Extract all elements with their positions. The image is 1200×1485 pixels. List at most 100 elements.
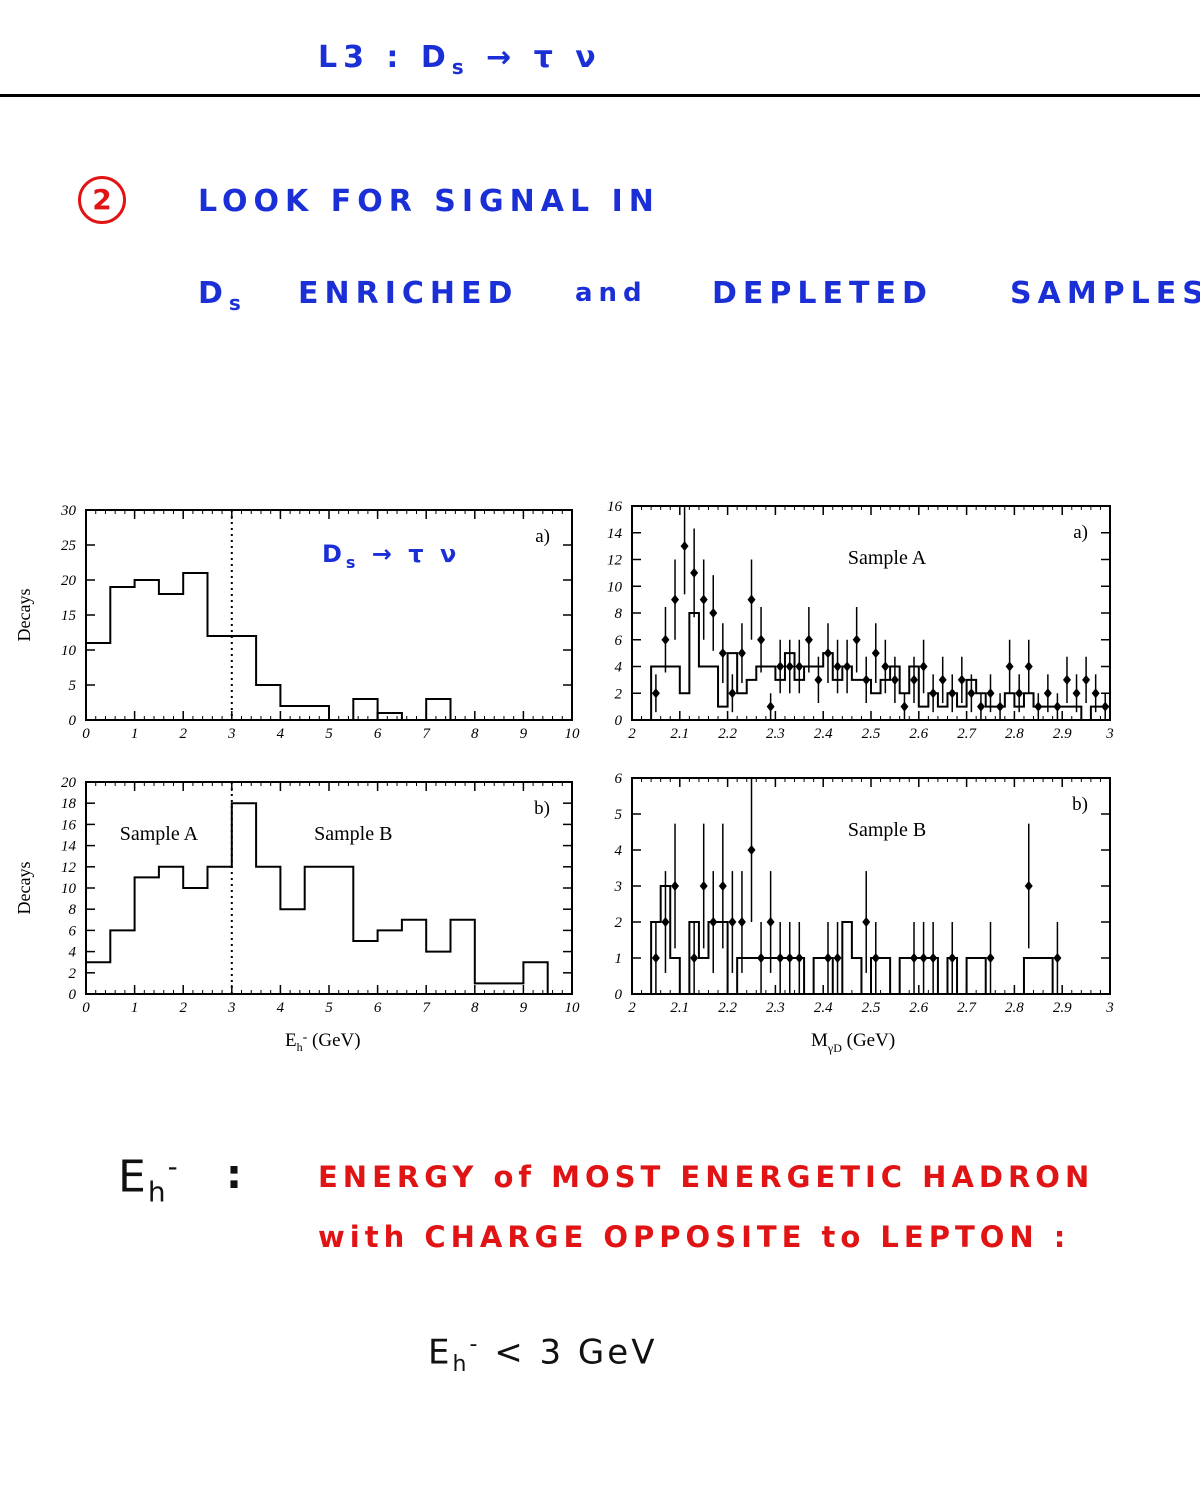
right-a-data-point	[852, 634, 861, 645]
right-b-ytick-label: 5	[615, 807, 623, 823]
right-a-xtick-label: 2.3	[766, 726, 785, 742]
step-line-2-ds: Ds	[198, 276, 247, 315]
left-b-xtick-label: 10	[565, 1000, 581, 1016]
right-b-panel-label: b)	[1072, 794, 1088, 815]
right-b-data-point	[929, 953, 938, 963]
left-b-ytick-label: 2	[69, 966, 77, 982]
right-a-data-point	[938, 674, 947, 685]
left-a-xtick-label: 6	[374, 726, 382, 742]
left-a-ylabel: Decays	[14, 589, 34, 642]
left-b-xtick-label: 9	[520, 1000, 528, 1016]
right-b-data-point	[776, 953, 785, 963]
right-a-panel-label: a)	[1073, 522, 1088, 543]
left-a-ytick-label: 5	[69, 678, 77, 694]
right-a-data-point	[776, 661, 785, 672]
left-b-ytick-label: 16	[61, 817, 77, 833]
left-a-histogram-bin	[376, 712, 403, 720]
right-a-data-point	[699, 594, 708, 605]
left-b-ytick-label: 6	[69, 923, 77, 939]
right-a-ytick-label: 12	[607, 553, 623, 569]
step-number-badge: 2	[78, 176, 126, 224]
left-b-ytick-label: 10	[61, 881, 77, 897]
left-a-panel-label: a)	[535, 526, 550, 547]
left-a-histogram-bin	[352, 698, 379, 720]
right-a-data-point	[718, 648, 727, 659]
left-a-xtick-label: 8	[471, 726, 479, 742]
right-a-ytick-label: 6	[615, 633, 623, 649]
right-b-data-point	[737, 917, 746, 927]
right-b-data-point	[661, 917, 670, 927]
page-title: L3 : Ds → τ ν	[318, 40, 602, 79]
right-a-data-point	[881, 661, 890, 672]
left-b-xtick-label: 2	[179, 1000, 187, 1016]
right-a-data-point	[957, 674, 966, 685]
right-b-xtick-label: 2.3	[766, 1000, 785, 1016]
left-b-ytick-label: 0	[69, 987, 77, 1003]
left-a-ytick-label: 25	[61, 538, 77, 554]
right-a-xtick-label: 2.4	[814, 726, 833, 742]
right-a-data-point	[843, 661, 852, 672]
left-a-ytick-label: 0	[69, 713, 77, 729]
right-b-data-point	[766, 917, 775, 927]
right-a-data-point	[1043, 688, 1052, 699]
right-a-xtick-label: 2.1	[670, 726, 689, 742]
step-line-2-samples: SAMPLES:	[1010, 276, 1200, 311]
left-b-xtick-label: 0	[82, 1000, 90, 1016]
right-a-data-point	[823, 648, 832, 659]
right-b-data-point	[795, 953, 804, 963]
right-a-data-point	[737, 648, 746, 659]
right-b-ytick-label: 3	[614, 879, 623, 895]
left-b-histogram-line	[85, 802, 572, 995]
right-a-xtick-label: 2.8	[1005, 726, 1024, 742]
left-b-xtick-label: 4	[277, 1000, 285, 1016]
right-a-ytick-label: 4	[615, 660, 623, 676]
decay-annotation: Ds → τ ν	[322, 540, 460, 572]
right-a-xtick-label: 2.6	[909, 726, 928, 742]
definition-colon: :	[226, 1152, 248, 1198]
right-a-data-point	[986, 688, 995, 699]
left-b-ytick-label: 12	[61, 860, 77, 876]
right-b-data-point	[671, 881, 680, 891]
right-b-xtick-label: 2.7	[957, 1000, 977, 1016]
right-a-data-point	[804, 634, 813, 645]
step-number: 2	[92, 183, 112, 216]
right-b-data-point	[728, 917, 737, 927]
left-a-xtick-label: 0	[82, 726, 90, 742]
right-a-ytick-label: 14	[607, 526, 623, 542]
left-a-ytick-label: 10	[61, 643, 77, 659]
right-b-data-point	[871, 953, 880, 963]
left-a-xtick-label: 4	[277, 726, 285, 742]
right-b-xtick-label: 3	[1105, 1000, 1114, 1016]
right-a-xtick-label: 3	[1105, 726, 1114, 742]
right-a-xtick-label: 2.7	[957, 726, 977, 742]
step-line-2-depleted: DEPLETED	[712, 276, 933, 311]
right-a-data-point	[795, 661, 804, 672]
definition-line-2: with CHARGE OPPOSITE to LEPTON :	[318, 1220, 1071, 1254]
left-b-panel-label: b)	[534, 798, 550, 819]
right-a-data-point	[661, 634, 670, 645]
left-b-xtick-label: 7	[422, 1000, 431, 1016]
right-a-data-point	[1034, 701, 1043, 712]
right-b-xlabel: MγD (GeV)	[811, 1030, 895, 1055]
left-b-ytick-label: 14	[61, 839, 77, 855]
step-line-2-and: and	[575, 278, 648, 308]
right-a-ytick-label: 10	[607, 579, 623, 595]
left-a-xtick-label: 9	[520, 726, 528, 742]
step-line-1: LOOK FOR SIGNAL IN	[198, 184, 660, 219]
left-a-xtick-label: 1	[131, 726, 139, 742]
right-b-data-point	[690, 953, 699, 963]
right-a-data-point	[871, 648, 880, 659]
right-b-xtick-label: 2.8	[1005, 1000, 1024, 1016]
right-a-data-point	[948, 688, 957, 699]
right-a-ytick-label: 2	[615, 686, 623, 702]
right-b-data-point	[862, 917, 871, 927]
right-a-data-point	[1101, 701, 1110, 712]
right-a-data-point	[690, 567, 699, 578]
definition-symbol: Eh-	[118, 1150, 180, 1208]
right-b-data-point	[651, 953, 660, 963]
right-b-xtick-label: 2.5	[862, 1000, 881, 1016]
definition-subscript: h	[147, 1175, 168, 1209]
left-b-ytick-label: 8	[69, 902, 77, 918]
right-b-data-point	[757, 953, 766, 963]
